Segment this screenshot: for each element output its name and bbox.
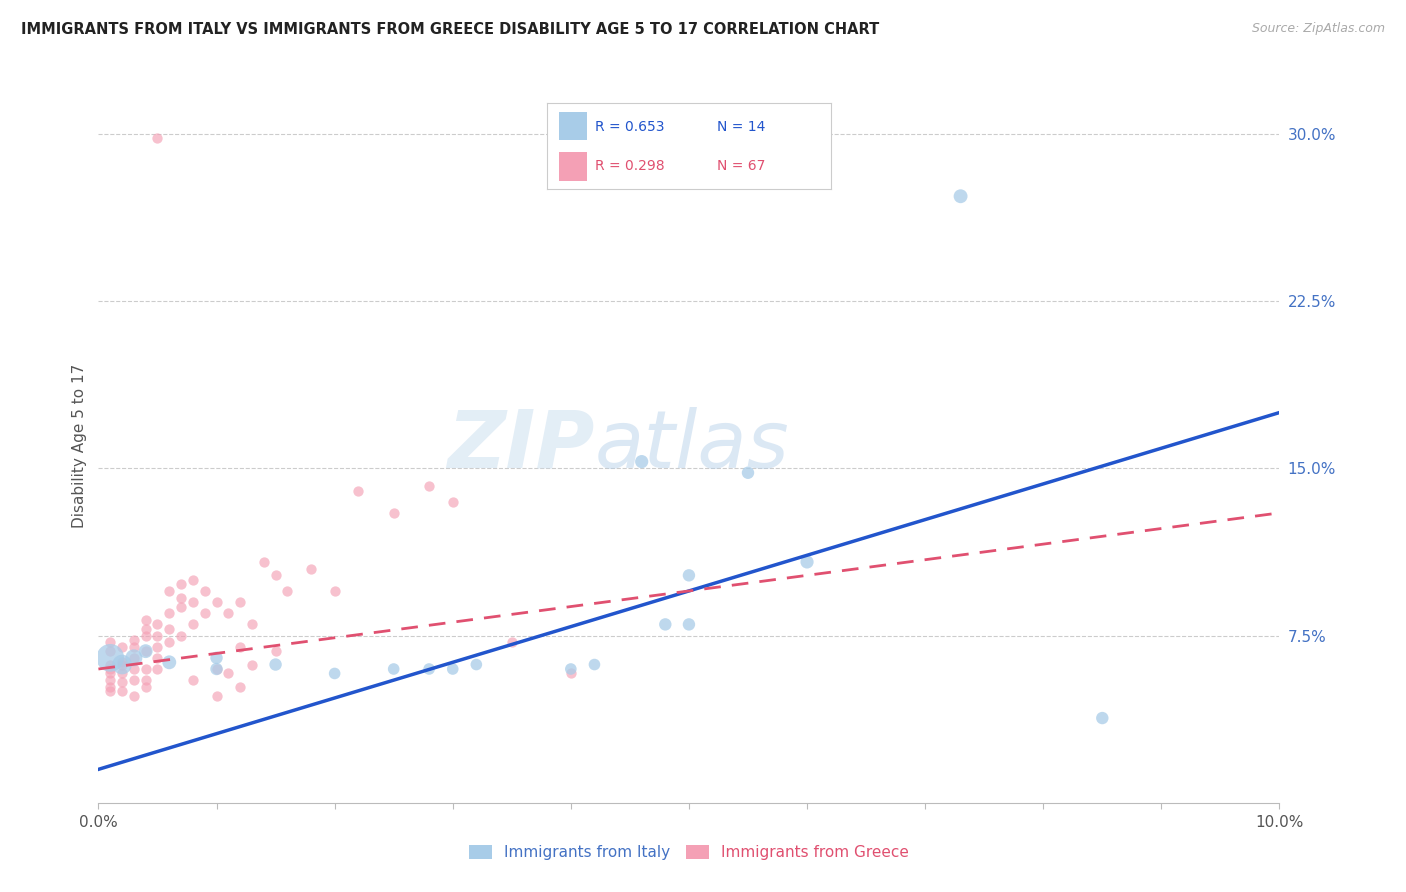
- Point: [560, 666, 582, 681]
- Point: [205, 689, 228, 703]
- Point: [157, 635, 180, 649]
- Point: [122, 640, 145, 654]
- Point: [157, 607, 180, 621]
- Point: [111, 675, 134, 690]
- Point: [382, 662, 405, 676]
- Point: [181, 617, 204, 632]
- Point: [194, 607, 217, 621]
- Point: [111, 657, 134, 672]
- Point: [229, 680, 252, 694]
- Point: [181, 595, 204, 609]
- Point: [205, 651, 228, 665]
- Point: [146, 651, 169, 665]
- Point: [323, 583, 346, 598]
- Point: [146, 662, 169, 676]
- Point: [347, 483, 370, 498]
- Point: [253, 555, 276, 569]
- Point: [181, 673, 204, 687]
- Point: [170, 577, 193, 591]
- Point: [264, 657, 287, 672]
- Point: [98, 684, 121, 698]
- Point: [299, 562, 322, 576]
- Point: [678, 568, 700, 582]
- Point: [135, 628, 157, 642]
- Point: [98, 644, 121, 658]
- Point: [135, 622, 157, 636]
- Point: [264, 568, 287, 582]
- Point: [122, 651, 145, 665]
- Point: [583, 657, 606, 672]
- Point: [98, 657, 121, 672]
- Point: [441, 662, 464, 676]
- Point: [205, 662, 228, 676]
- Point: [122, 673, 145, 687]
- Legend: Immigrants from Italy, Immigrants from Greece: Immigrants from Italy, Immigrants from G…: [463, 839, 915, 866]
- Text: IMMIGRANTS FROM ITALY VS IMMIGRANTS FROM GREECE DISABILITY AGE 5 TO 17 CORRELATI: IMMIGRANTS FROM ITALY VS IMMIGRANTS FROM…: [21, 22, 879, 37]
- Point: [146, 628, 169, 642]
- Point: [135, 680, 157, 694]
- Point: [111, 640, 134, 654]
- Point: [205, 595, 228, 609]
- Point: [98, 666, 121, 681]
- Point: [205, 662, 228, 676]
- Point: [170, 628, 193, 642]
- Point: [157, 583, 180, 598]
- Point: [146, 131, 169, 145]
- Point: [465, 657, 488, 672]
- Point: [135, 613, 157, 627]
- Point: [98, 662, 121, 676]
- Point: [678, 617, 700, 632]
- Point: [122, 689, 145, 703]
- Point: [229, 595, 252, 609]
- Point: [595, 161, 617, 175]
- Point: [1091, 711, 1114, 725]
- Point: [418, 479, 440, 493]
- Point: [111, 684, 134, 698]
- Point: [323, 666, 346, 681]
- Point: [122, 633, 145, 648]
- Point: [240, 657, 263, 672]
- Point: [418, 662, 440, 676]
- Point: [98, 673, 121, 687]
- Point: [170, 599, 193, 614]
- Point: [98, 651, 121, 665]
- Text: Source: ZipAtlas.com: Source: ZipAtlas.com: [1251, 22, 1385, 36]
- Point: [122, 662, 145, 676]
- Point: [98, 680, 121, 694]
- Text: ZIP: ZIP: [447, 407, 595, 485]
- Point: [737, 466, 759, 480]
- Point: [111, 655, 134, 669]
- Point: [111, 666, 134, 681]
- Point: [441, 494, 464, 508]
- Point: [382, 506, 405, 520]
- Y-axis label: Disability Age 5 to 17: Disability Age 5 to 17: [72, 364, 87, 528]
- Point: [630, 455, 652, 469]
- Point: [796, 555, 818, 569]
- Point: [170, 591, 193, 605]
- Point: [111, 657, 134, 672]
- Point: [240, 617, 263, 632]
- Point: [135, 644, 157, 658]
- Point: [217, 666, 239, 681]
- Point: [135, 662, 157, 676]
- Point: [98, 635, 121, 649]
- Point: [122, 651, 145, 665]
- Point: [146, 640, 169, 654]
- Point: [560, 662, 582, 676]
- Point: [146, 617, 169, 632]
- Point: [949, 189, 972, 203]
- Point: [157, 655, 180, 669]
- Point: [217, 607, 239, 621]
- Point: [654, 617, 676, 632]
- Point: [264, 644, 287, 658]
- Text: atlas: atlas: [595, 407, 789, 485]
- Point: [501, 635, 523, 649]
- Point: [276, 583, 298, 598]
- Point: [229, 640, 252, 654]
- Point: [157, 622, 180, 636]
- Point: [135, 673, 157, 687]
- Point: [135, 644, 157, 658]
- Point: [181, 573, 204, 587]
- Point: [194, 583, 217, 598]
